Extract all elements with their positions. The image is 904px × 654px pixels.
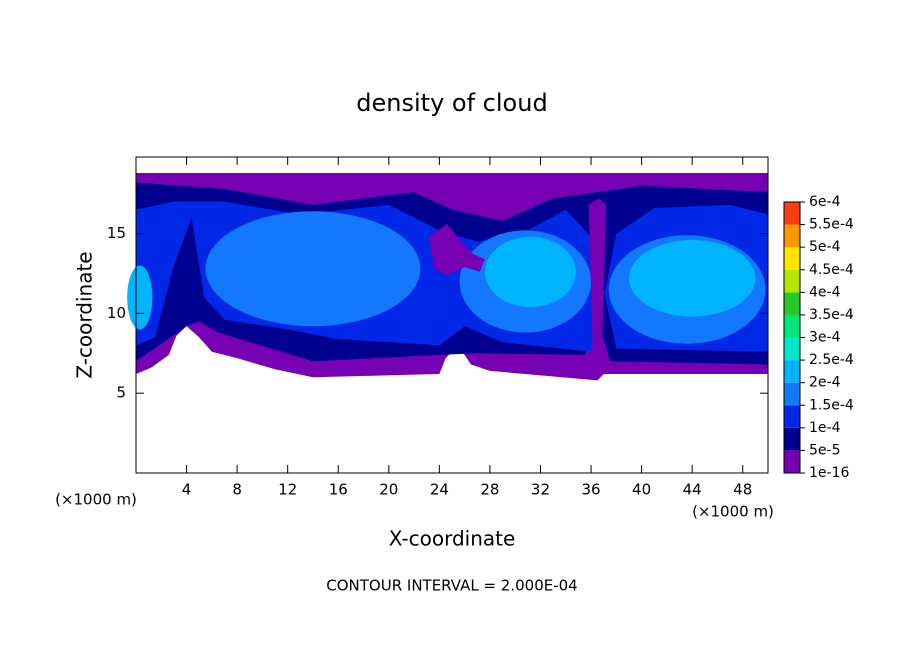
chart-title: density of cloud	[356, 89, 547, 117]
x-tick-label: 16	[329, 481, 348, 499]
x-tick-label: 36	[581, 481, 600, 499]
x-tick-label: 48	[733, 481, 752, 499]
contour-band	[588, 198, 607, 375]
colorbar-band	[784, 337, 800, 361]
colorbar-label: 1e-16	[809, 465, 849, 481]
contour-band	[127, 265, 153, 330]
x-tick-label: 4	[182, 481, 192, 499]
colorbar-band	[784, 382, 800, 406]
colorbar-band	[784, 292, 800, 315]
colorbar-band	[784, 224, 800, 248]
contour-band	[484, 236, 576, 308]
x-tick-label: 12	[278, 481, 297, 499]
y-tick-label: 10	[107, 304, 126, 322]
colorbar-band	[784, 450, 800, 473]
colorbar-band	[784, 247, 800, 270]
x-tick-label: 8	[232, 481, 242, 499]
colorbar-label: 6e-4	[809, 194, 841, 210]
x-axis-label: X-coordinate	[389, 527, 516, 551]
x-tick-label: 28	[480, 481, 499, 499]
colorbar-label: 1.5e-4	[809, 397, 854, 413]
colorbar-band	[784, 314, 800, 338]
contour-band	[429, 224, 485, 276]
colorbar-label: 5.5e-4	[809, 217, 854, 233]
colorbar-band	[784, 405, 800, 428]
x-tick-label: 20	[379, 481, 398, 499]
x-tick-label: 44	[683, 481, 702, 499]
annotation: CONTOUR INTERVAL = 2.000E-04	[326, 577, 577, 595]
colorbar-label: 2.5e-4	[809, 352, 854, 368]
colorbar-label: 3.5e-4	[809, 307, 854, 323]
x-tick-label: 40	[632, 481, 651, 499]
contour-band	[628, 239, 756, 317]
plot-frame	[135, 156, 769, 474]
colorbar-band	[784, 360, 800, 383]
x-tick-label: 24	[430, 481, 449, 499]
x-tick-label: 32	[531, 481, 550, 499]
x-unit-label: (×1000 m)	[692, 503, 774, 521]
colorbar-band	[784, 427, 800, 451]
y-axis-label: Z-coordinate	[73, 251, 97, 378]
y-unit-label: (×1000 m)	[55, 491, 137, 509]
colorbar-label: 3e-4	[809, 330, 841, 346]
y-tick-label: 5	[116, 384, 126, 402]
y-tick-label: 15	[107, 224, 126, 242]
colorbar-band	[784, 269, 800, 293]
contour-band	[205, 211, 421, 327]
colorbar-label: 4.5e-4	[809, 262, 854, 278]
colorbar-label: 4e-4	[809, 284, 841, 300]
colorbar-label: 2e-4	[809, 375, 841, 391]
colorbar-label: 5e-5	[809, 442, 840, 458]
contour-field	[127, 172, 768, 381]
colorbar-label: 1e-4	[809, 420, 841, 436]
colorbar-band	[784, 202, 800, 225]
colorbar-label: 5e-4	[809, 239, 841, 255]
